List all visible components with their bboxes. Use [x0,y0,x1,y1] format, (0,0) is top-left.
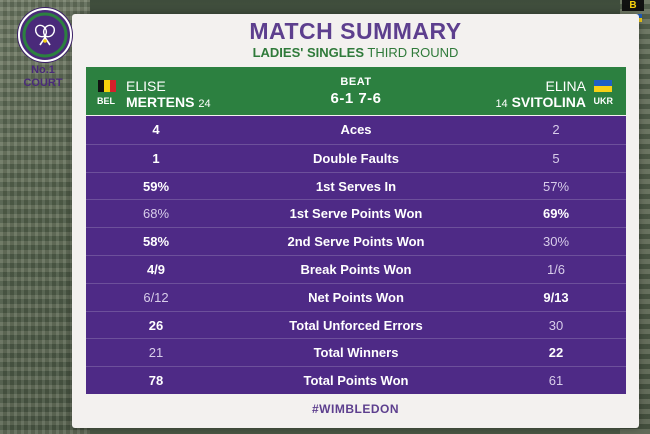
stat-left-value: 1 [152,150,160,166]
stat-row-aces: 4 Aces 2 [86,116,626,144]
stat-left-value: 4/9 [146,262,166,277]
stat-row-first-serves-in: 59% 1st Serves In 57% [86,171,626,200]
round-name: THIRD ROUND [367,45,459,60]
stat-label: 1st Serve Points Won [289,206,423,222]
court-label: No.1 COURT [14,64,72,90]
stat-label: 2nd Serve Points Won [287,234,425,250]
stat-left-value: 21 [148,345,164,361]
winner-first-name: ELISE [126,78,166,94]
winner-seed: 24 [198,98,211,110]
stat-row-net-points-won: 6/12 Net Points Won 9/13 [86,282,626,311]
loser-last-name: 14 SVITOLINA [495,94,586,112]
loser-surname: SVITOLINA [511,94,586,110]
ukraine-flag-icon [594,80,612,92]
winner-last-name: MERTENS 24 [126,94,211,112]
stat-label: Double Faults [313,150,399,166]
stats-table: 4 Aces 2 1 Double Faults 5 59% 1st Serve… [86,116,626,394]
winner-surname: MERTENS [126,94,195,110]
stat-right-value: 9/13 [543,289,569,305]
stat-row-second-serve-points-won: 58% 2nd Serve Points Won 30% [86,227,626,255]
event-subtitle: LADIES' SINGLES THIRD ROUND [72,45,639,60]
stat-left-value: 26 [148,317,164,333]
stat-row-total-points-won: 78 Total Points Won 61 [86,366,626,394]
stat-left-value: 68% [142,206,170,222]
court-word: COURT [23,77,63,89]
footer-hashtag: #WIMBLEDON [312,402,399,416]
result-label: BEAT [340,76,372,88]
winner-country: BEL [97,96,115,106]
belgium-flag-icon [98,80,116,92]
page-title: MATCH SUMMARY [249,18,462,44]
stat-left-value: 4 [152,122,160,137]
stat-label: Total Unforced Errors [289,317,423,333]
stat-row-first-serve-points-won: 68% 1st Serve Points Won 69% [86,199,626,227]
stat-right-value: 57% [542,178,570,194]
event-name: LADIES' SINGLES [252,45,365,60]
loser-first-name: ELINA [545,78,586,94]
score-block: BEAT 6-1 7-6 [276,76,436,107]
players-header: BEL ELISE MERTENS 24 BEAT 6-1 7-6 ELINA … [86,67,626,115]
broadcaster-badge: B [622,0,644,11]
stat-label: Break Points Won [300,262,412,277]
stat-right-value: 61 [548,373,564,389]
stat-row-break-points-won: 4/9 Break Points Won 1/6 [86,255,626,283]
stat-right-value: 30 [548,317,564,333]
stat-right-value: 22 [548,345,564,361]
stat-right-value: 69% [542,206,570,222]
stat-left-value: 59% [142,178,170,194]
loser-country: UKR [593,96,614,106]
loser-name: ELINA 14 SVITOLINA [495,79,586,112]
winner-name: ELISE MERTENS 24 [126,79,211,112]
loser-seed: 14 [495,98,508,110]
stat-label: Aces [340,122,372,137]
court-number: No.1 [31,64,55,76]
stat-label: 1st Serves In [315,178,397,194]
stat-right-value: 5 [552,150,560,166]
stat-label: Total Points Won [303,373,409,389]
match-score: 6-1 7-6 [330,90,382,107]
stat-row-total-winners: 21 Total Winners 22 [86,338,626,366]
wimbledon-logo [18,8,72,62]
stat-left-value: 78 [148,373,164,389]
crossed-rackets-icon [22,12,68,58]
stat-right-value: 1/6 [546,262,566,277]
stat-label: Total Winners [313,345,399,361]
stat-row-double-faults: 1 Double Faults 5 [86,143,626,172]
stat-left-value: 58% [142,234,170,250]
stat-right-value: 30% [542,234,570,250]
stat-right-value: 2 [552,122,560,137]
stat-label: Net Points Won [308,289,404,305]
stat-row-total-unforced-errors: 26 Total Unforced Errors 30 [86,310,626,339]
stat-left-value: 6/12 [143,289,169,305]
